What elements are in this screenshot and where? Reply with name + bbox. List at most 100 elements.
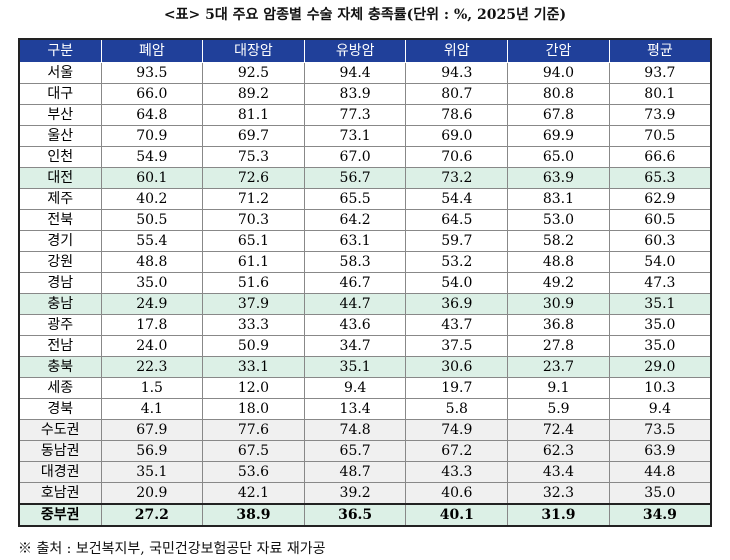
region-cell: 대경권 xyxy=(18,461,102,483)
header-cell: 위암 xyxy=(405,38,509,63)
value-cell: 72.6 xyxy=(202,167,305,189)
value-cell: 70.6 xyxy=(405,146,509,168)
region-cell: 전남 xyxy=(18,335,102,357)
value-cell: 30.9 xyxy=(507,293,610,315)
value-cell: 43.4 xyxy=(507,461,610,483)
value-cell: 44.8 xyxy=(608,461,712,483)
value-cell: 83.1 xyxy=(507,188,610,210)
region-cell: 세종 xyxy=(18,377,102,399)
value-cell: 67.8 xyxy=(507,104,610,126)
value-cell: 62.3 xyxy=(507,440,610,462)
value-cell: 47.3 xyxy=(608,272,712,294)
value-cell: 62.9 xyxy=(608,188,712,210)
value-cell: 70.3 xyxy=(202,209,305,231)
value-cell: 69.0 xyxy=(405,125,509,147)
value-cell: 17.8 xyxy=(100,314,204,336)
region-cell: 경북 xyxy=(18,398,102,420)
value-cell: 73.9 xyxy=(608,104,712,126)
value-cell: 33.1 xyxy=(202,356,305,378)
value-cell: 65.0 xyxy=(507,146,610,168)
value-cell: 9.4 xyxy=(608,398,712,420)
value-cell: 54.9 xyxy=(100,146,204,168)
value-cell: 67.9 xyxy=(100,419,204,441)
value-cell: 54.0 xyxy=(405,272,509,294)
value-cell: 70.9 xyxy=(100,125,204,147)
value-cell: 69.7 xyxy=(202,125,305,147)
table-row: 충북 22.3 33.1 35.1 30.6 23.7 29.0 xyxy=(18,356,712,378)
value-cell: 80.1 xyxy=(608,83,712,105)
table-row: 광주 17.8 33.3 43.6 43.7 36.8 35.0 xyxy=(18,314,712,336)
header-cell: 평균 xyxy=(608,38,712,63)
value-cell: 27.8 xyxy=(507,335,610,357)
value-cell: 36.5 xyxy=(303,503,407,527)
region-cell: 대전 xyxy=(18,167,102,189)
value-cell: 73.2 xyxy=(405,167,509,189)
table-title: <표> 5대 주요 암종별 수술 자체 충족률(단위 : %, 2025년 기준… xyxy=(163,7,567,23)
table-row: 대경권 35.1 53.6 48.7 43.3 43.4 44.8 xyxy=(18,461,712,483)
table-row: 강원 48.8 61.1 58.3 53.2 48.8 54.0 xyxy=(18,251,712,273)
value-cell: 40.6 xyxy=(405,482,509,505)
value-cell: 35.0 xyxy=(608,314,712,336)
value-cell: 74.8 xyxy=(303,419,407,441)
value-cell: 20.9 xyxy=(100,482,204,505)
header-cell: 대장암 xyxy=(202,38,305,63)
value-cell: 67.5 xyxy=(202,440,305,462)
value-cell: 72.4 xyxy=(507,419,610,441)
value-cell: 64.5 xyxy=(405,209,509,231)
value-cell: 93.5 xyxy=(100,62,204,84)
value-cell: 54.4 xyxy=(405,188,509,210)
value-cell: 65.7 xyxy=(303,440,407,462)
table-row: 전북 50.5 70.3 64.2 64.5 53.0 60.5 xyxy=(18,209,712,231)
value-cell: 94.4 xyxy=(303,62,407,84)
value-cell: 34.7 xyxy=(303,335,407,357)
value-cell: 35.1 xyxy=(303,356,407,378)
value-cell: 36.9 xyxy=(405,293,509,315)
value-cell: 58.2 xyxy=(507,230,610,252)
value-cell: 5.9 xyxy=(507,398,610,420)
region-cell: 동남권 xyxy=(18,440,102,462)
value-cell: 65.1 xyxy=(202,230,305,252)
table-body: 서울 93.5 92.5 94.4 94.3 94.0 93.7 대구 66.0 89.2 83.9… xyxy=(18,62,712,527)
value-cell: 51.6 xyxy=(202,272,305,294)
value-cell: 35.0 xyxy=(608,482,712,505)
value-cell: 36.8 xyxy=(507,314,610,336)
value-cell: 18.0 xyxy=(202,398,305,420)
value-cell: 4.1 xyxy=(100,398,204,420)
value-cell: 66.0 xyxy=(100,83,204,105)
table-row: 전남 24.0 50.9 34.7 37.5 27.8 35.0 xyxy=(18,335,712,357)
table-row: 대구 66.0 89.2 83.9 80.7 80.8 80.1 xyxy=(18,83,712,105)
region-cell: 수도권 xyxy=(18,419,102,441)
value-cell: 46.7 xyxy=(303,272,407,294)
value-cell: 59.7 xyxy=(405,230,509,252)
value-cell: 10.3 xyxy=(608,377,712,399)
value-cell: 83.9 xyxy=(303,83,407,105)
value-cell: 49.2 xyxy=(507,272,610,294)
region-cell: 전북 xyxy=(18,209,102,231)
value-cell: 60.3 xyxy=(608,230,712,252)
table-header: 구분 폐암 대장암 유방암 위암 간암 평균 xyxy=(18,38,712,63)
value-cell: 53.2 xyxy=(405,251,509,273)
value-cell: 77.3 xyxy=(303,104,407,126)
region-cell: 제주 xyxy=(18,188,102,210)
region-cell: 부산 xyxy=(18,104,102,126)
header-cell: 간암 xyxy=(507,38,610,63)
value-cell: 24.0 xyxy=(100,335,204,357)
table-row: 경북 4.1 18.0 13.4 5.8 5.9 9.4 xyxy=(18,398,712,420)
value-cell: 80.7 xyxy=(405,83,509,105)
table-row: 세종 1.5 12.0 9.4 19.7 9.1 10.3 xyxy=(18,377,712,399)
value-cell: 35.1 xyxy=(608,293,712,315)
value-cell: 77.6 xyxy=(202,419,305,441)
value-cell: 13.4 xyxy=(303,398,407,420)
data-table: 구분 폐암 대장암 유방암 위암 간암 평균 서울 93.5 92.5 94.4 94.3 94.0 9… xyxy=(18,38,712,527)
value-cell: 67.2 xyxy=(405,440,509,462)
value-cell: 80.8 xyxy=(507,83,610,105)
table-row: 경남 35.0 51.6 46.7 54.0 49.2 47.3 xyxy=(18,272,712,294)
value-cell: 58.3 xyxy=(303,251,407,273)
value-cell: 48.8 xyxy=(507,251,610,273)
value-cell: 31.9 xyxy=(507,503,610,527)
region-cell: 중부권 xyxy=(18,503,102,527)
table-row: 경기 55.4 65.1 63.1 59.7 58.2 60.3 xyxy=(18,230,712,252)
table-row: 중부권 27.2 38.9 36.5 40.1 31.9 34.9 xyxy=(18,503,712,527)
value-cell: 70.5 xyxy=(608,125,712,147)
